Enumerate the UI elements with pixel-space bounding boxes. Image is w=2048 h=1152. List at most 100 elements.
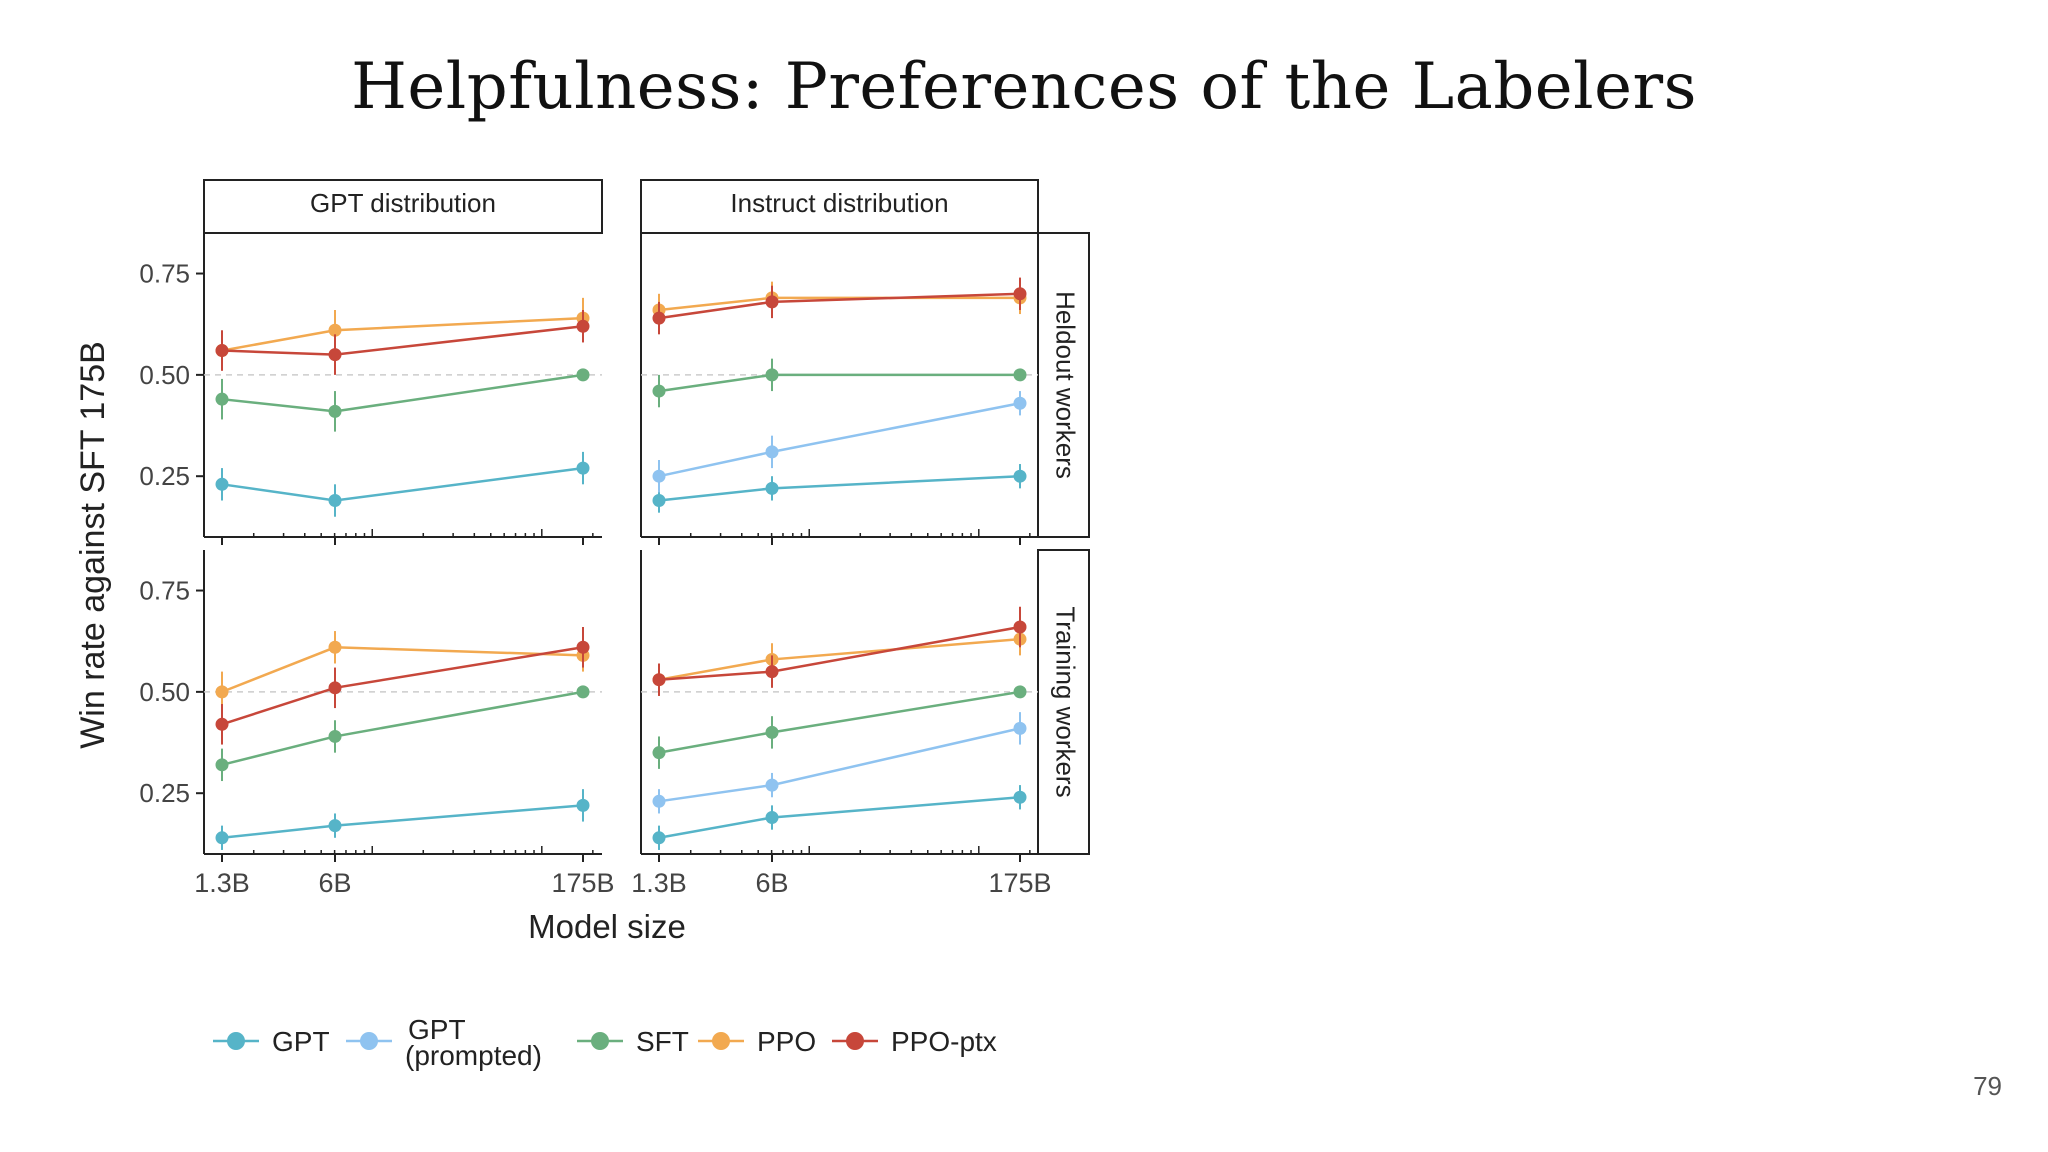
legend-label: PPO — [757, 1026, 816, 1057]
page-number: 79 — [1973, 1071, 2002, 1101]
series-sft — [652, 685, 1027, 769]
x-tick-label: 175B — [551, 868, 614, 898]
y-axis-title: Win rate against SFT 175B — [74, 341, 112, 749]
x-tick-label: 1.3B — [631, 868, 687, 898]
series-line — [658, 373, 1020, 393]
legend-label: GPT — [272, 1026, 330, 1057]
data-point — [1013, 790, 1027, 804]
data-point — [1013, 620, 1027, 634]
series-line — [658, 727, 1021, 803]
series-ppo-ptx — [215, 627, 590, 745]
series-line — [221, 373, 584, 413]
y-tick-label: 0.25 — [139, 778, 190, 808]
series-sft — [652, 358, 1027, 408]
series-gpt — [215, 789, 590, 850]
data-point — [1013, 396, 1027, 410]
series-line — [658, 796, 1021, 840]
data-point — [652, 384, 666, 398]
data-point — [215, 758, 229, 772]
slide-title: Helpfulness: Preferences of the Labelers — [351, 50, 1697, 124]
legend: GPT GPT(prompted) SFT PPO PPO-ptx — [213, 1014, 997, 1071]
data-point — [1013, 721, 1027, 735]
legend-label: (prompted) — [405, 1040, 542, 1071]
data-point — [1013, 685, 1027, 699]
series-gpt — [652, 785, 1027, 850]
data-point — [576, 368, 590, 382]
facet-row-header — [1037, 232, 1090, 538]
series-gpt — [215, 451, 590, 517]
series-ppo-ptx — [215, 310, 590, 375]
data-point — [576, 798, 590, 812]
data-point — [652, 469, 666, 483]
data-point — [652, 311, 666, 325]
x-tick-label: 1.3B — [194, 868, 250, 898]
facet-row-label: Heldout workers — [1051, 291, 1081, 479]
legend-label: PPO-ptx — [891, 1026, 997, 1057]
data-point — [1013, 287, 1027, 301]
x-tick-label: 175B — [988, 868, 1051, 898]
data-point — [215, 717, 229, 731]
data-point — [328, 348, 342, 362]
data-point — [1013, 469, 1027, 483]
data-point — [765, 725, 779, 739]
x-tick-label: 6B — [318, 868, 351, 898]
data-point — [328, 729, 342, 743]
data-point — [576, 461, 590, 475]
data-point — [765, 481, 779, 495]
data-point — [328, 819, 342, 833]
series-gpt-prompted- — [652, 712, 1027, 814]
data-point — [765, 445, 779, 459]
data-point — [328, 323, 342, 337]
data-point — [215, 831, 229, 845]
facet-row-header — [1037, 549, 1090, 855]
data-point — [1013, 368, 1027, 382]
data-point — [765, 778, 779, 792]
data-point — [652, 746, 666, 760]
series-line — [221, 646, 584, 694]
data-point — [765, 811, 779, 825]
data-point — [652, 831, 666, 845]
facet-column-label: GPT distribution — [310, 188, 496, 218]
data-point — [215, 685, 229, 699]
series-line — [658, 690, 1021, 754]
data-point — [328, 404, 342, 418]
data-point — [328, 640, 342, 654]
series-gpt-prompted- — [652, 391, 1027, 493]
legend-key-marker — [846, 1032, 864, 1050]
series-line — [221, 466, 584, 502]
data-point — [765, 665, 779, 679]
data-point — [215, 344, 229, 358]
data-point — [215, 392, 229, 406]
legend-label: SFT — [636, 1026, 689, 1057]
data-point — [765, 368, 779, 382]
legend-label: GPT — [408, 1014, 466, 1045]
legend-key-marker — [712, 1032, 730, 1050]
data-point — [576, 685, 590, 699]
series-ppo-ptx — [652, 277, 1027, 335]
data-point — [215, 477, 229, 491]
series-gpt — [652, 464, 1027, 513]
y-tick-label: 0.25 — [139, 461, 190, 491]
y-tick-label: 0.75 — [139, 576, 190, 606]
data-point — [328, 681, 342, 695]
legend-key-marker — [227, 1032, 245, 1050]
series-line — [658, 402, 1021, 478]
data-point — [765, 295, 779, 309]
data-point — [652, 673, 666, 687]
x-tick-label: 6B — [755, 868, 788, 898]
y-tick-label: 0.75 — [139, 259, 190, 289]
series-line — [658, 474, 1021, 502]
y-tick-label: 0.50 — [139, 360, 190, 390]
series-line — [221, 646, 584, 726]
series-ppo-ptx — [652, 606, 1027, 696]
data-point — [576, 640, 590, 654]
legend-key-marker — [591, 1032, 609, 1050]
y-tick-label: 0.50 — [139, 677, 190, 707]
series-sft — [215, 368, 590, 432]
facet-column-label: Instruct distribution — [730, 188, 948, 218]
data-point — [652, 494, 666, 508]
series-line — [221, 804, 584, 840]
series-sft — [215, 685, 590, 782]
data-point — [576, 319, 590, 333]
